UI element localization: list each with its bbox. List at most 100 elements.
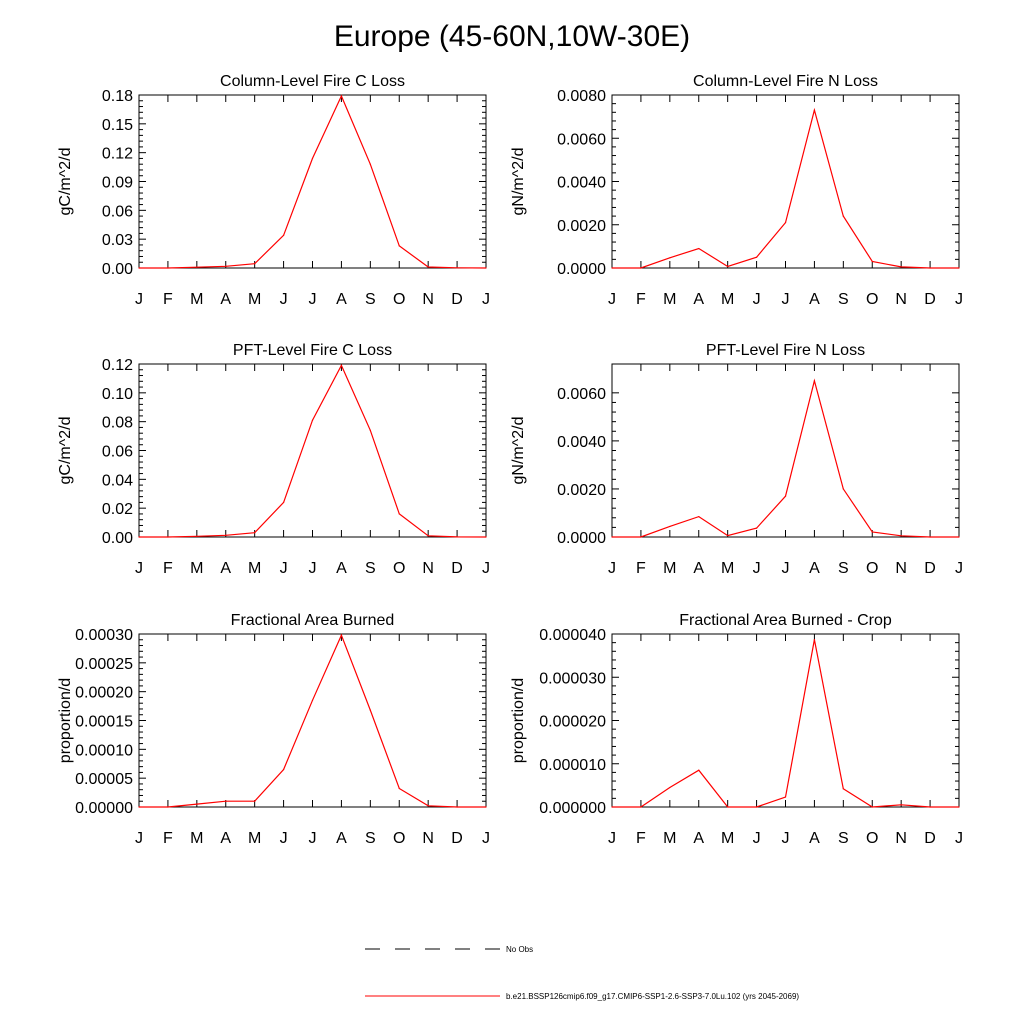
data-point bbox=[427, 805, 429, 807]
data-point bbox=[669, 257, 671, 259]
data-point bbox=[196, 535, 198, 537]
x-tick-label: M bbox=[721, 560, 734, 577]
data-point bbox=[311, 157, 314, 160]
x-tick-label: J bbox=[955, 291, 963, 308]
data-point bbox=[958, 806, 960, 808]
data-point bbox=[398, 245, 400, 247]
series-line bbox=[139, 633, 486, 808]
series-line bbox=[139, 364, 487, 538]
data-point bbox=[929, 806, 931, 808]
panel-3: PFT-Level Fire C Loss gC/m^2/d 0.00 0.02 0.0… bbox=[57, 342, 490, 577]
series-line bbox=[139, 94, 487, 269]
data-point bbox=[167, 806, 169, 808]
data-point bbox=[813, 109, 816, 111]
legend-label-no-obs: No Obs bbox=[506, 945, 533, 954]
x-tick-label: A bbox=[693, 830, 704, 847]
data-point bbox=[640, 806, 642, 808]
x-tick-label: S bbox=[838, 291, 849, 308]
x-tick-label: A bbox=[220, 560, 231, 577]
data-point bbox=[958, 267, 960, 269]
x-tick-label: O bbox=[393, 291, 405, 308]
panel-title: PFT-Level Fire C Loss bbox=[233, 342, 392, 359]
data-point bbox=[138, 806, 140, 808]
plot-frame bbox=[138, 363, 487, 538]
x-tick-label: N bbox=[422, 830, 434, 847]
series-line bbox=[612, 107, 959, 269]
data-point bbox=[755, 527, 758, 529]
data-point bbox=[456, 806, 458, 808]
x-tick-label: O bbox=[866, 830, 878, 847]
y-axis-label: proportion/d bbox=[57, 678, 74, 763]
y-tick-label: 0.000020 bbox=[539, 714, 606, 731]
x-tick-label: J bbox=[753, 560, 761, 577]
data-point bbox=[813, 380, 816, 382]
data-point bbox=[282, 234, 285, 236]
data-point bbox=[282, 768, 285, 771]
x-tick-label: F bbox=[163, 291, 173, 308]
data-point bbox=[900, 535, 902, 537]
data-point bbox=[929, 536, 931, 538]
y-tick-label: 0.000010 bbox=[539, 757, 606, 774]
y-tick-label: 0.000040 bbox=[539, 627, 606, 644]
x-tick-label: N bbox=[895, 830, 907, 847]
panel-title: Column-Level Fire N Loss bbox=[693, 73, 878, 90]
y-tick-label: 0.0000 bbox=[557, 261, 606, 278]
data-point bbox=[254, 263, 256, 265]
y-tick-label: 0.000030 bbox=[539, 670, 606, 687]
y-tick-label: 0.0080 bbox=[557, 88, 606, 105]
data-point bbox=[225, 800, 227, 802]
x-tick-label: J bbox=[608, 291, 616, 308]
data-point bbox=[669, 525, 671, 528]
legend: No Obs b.e21.BSSP126cmip6.f09_g17.CMIP6-S… bbox=[365, 945, 799, 1001]
plot-frame bbox=[138, 633, 487, 808]
y-tick-label: 0.0060 bbox=[557, 386, 606, 403]
x-tick-label: S bbox=[838, 560, 849, 577]
x-tick-label: J bbox=[280, 560, 288, 577]
y-tick-label: 0.06 bbox=[102, 203, 133, 220]
data-point bbox=[340, 95, 343, 97]
y-axis-label: gC/m^2/d bbox=[57, 148, 74, 216]
y-tick-label: 0.00030 bbox=[75, 627, 133, 644]
y-axis-label: gN/m^2/d bbox=[510, 148, 527, 216]
data-point bbox=[611, 806, 613, 808]
x-tick-label: F bbox=[636, 291, 646, 308]
panel-6: Fractional Area Burned - Crop proportion/… bbox=[510, 612, 963, 847]
data-point bbox=[398, 513, 400, 515]
data-point bbox=[485, 536, 487, 538]
data-point bbox=[311, 419, 314, 421]
x-tick-label: M bbox=[721, 291, 734, 308]
y-tick-label: 0.10 bbox=[102, 386, 133, 403]
y-tick-label: 0.09 bbox=[102, 175, 133, 192]
panel-title: Fractional Area Burned bbox=[231, 612, 395, 629]
data-point bbox=[698, 247, 700, 250]
x-tick-label: A bbox=[220, 830, 231, 847]
panel-1: Column-Level Fire C Loss gC/m^2/d 0.00 0.03… bbox=[57, 73, 490, 308]
x-tick-label: F bbox=[163, 830, 173, 847]
panel-5: Fractional Area Burned proportion/d0.0000… bbox=[57, 612, 490, 847]
y-tick-label: 0.0000 bbox=[557, 530, 606, 547]
series-line bbox=[612, 378, 959, 538]
y-tick-label: 0.03 bbox=[102, 232, 133, 249]
x-tick-label: F bbox=[636, 830, 646, 847]
x-tick-label: J bbox=[608, 560, 616, 577]
y-tick-label: 0.00005 bbox=[75, 771, 133, 788]
x-tick-label: S bbox=[365, 560, 376, 577]
x-tick-label: S bbox=[838, 830, 849, 847]
y-tick-label: 0.15 bbox=[102, 117, 133, 134]
data-point bbox=[398, 787, 400, 790]
data-point bbox=[669, 786, 671, 789]
x-tick-label: M bbox=[721, 830, 734, 847]
x-tick-label: A bbox=[809, 830, 820, 847]
data-point bbox=[958, 536, 960, 538]
series-line bbox=[612, 639, 959, 808]
panel-title: Column-Level Fire C Loss bbox=[220, 73, 405, 90]
x-tick-label: M bbox=[190, 291, 203, 308]
x-tick-label: J bbox=[782, 291, 790, 308]
data-point bbox=[254, 800, 256, 802]
y-tick-label: 0.00 bbox=[102, 261, 133, 278]
data-point bbox=[900, 804, 902, 806]
y-tick-label: 0.08 bbox=[102, 415, 133, 432]
x-tick-label: M bbox=[663, 830, 676, 847]
y-tick-label: 0.00025 bbox=[75, 656, 133, 673]
x-tick-label: M bbox=[190, 830, 203, 847]
